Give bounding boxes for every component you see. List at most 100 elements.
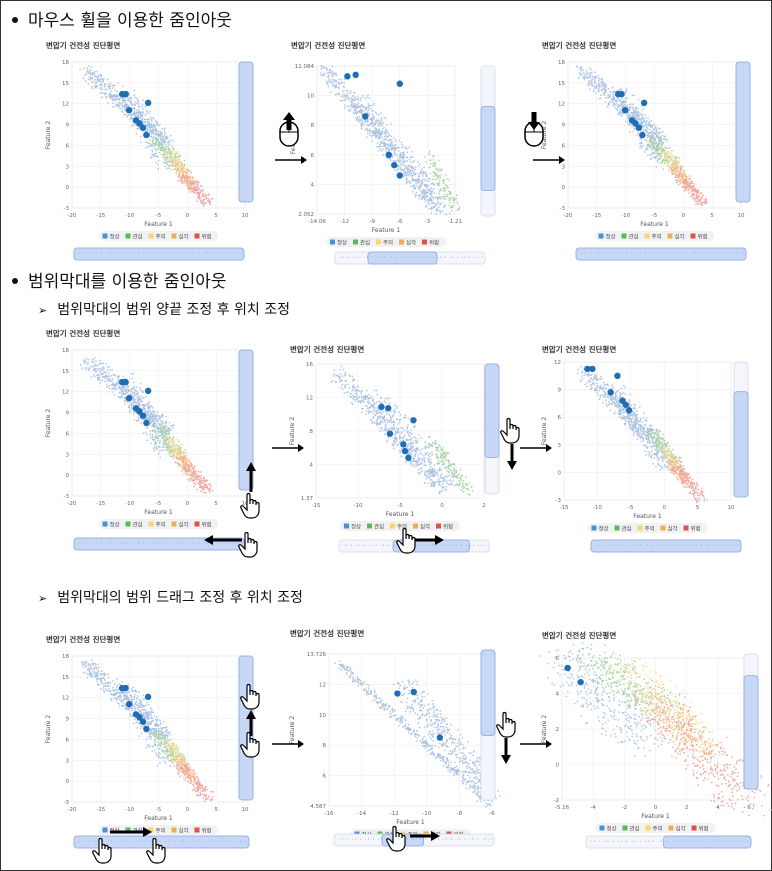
legend-label: 주의 bbox=[383, 240, 393, 247]
x-tick-label: -10 bbox=[354, 503, 363, 509]
y-tick-label: 3 bbox=[66, 164, 70, 170]
legend-label: 심각 bbox=[179, 233, 189, 241]
vertical-range-bar[interactable] bbox=[238, 61, 254, 203]
vertical-range-bar[interactable] bbox=[480, 65, 496, 217]
vertical-range-bar[interactable] bbox=[733, 361, 749, 498]
x-tick-label: 5 bbox=[214, 501, 218, 507]
x-tick-label: -10 bbox=[422, 811, 431, 817]
y-tick-label: 6 bbox=[311, 153, 315, 159]
x-tick-label: 10 bbox=[242, 213, 249, 219]
x-tick-label: -20 bbox=[68, 213, 77, 219]
vertical-range-bar[interactable] bbox=[480, 649, 496, 801]
legend-swatch bbox=[171, 233, 177, 239]
x-tick-label: -15 bbox=[560, 505, 569, 511]
y-tick-label: 6 bbox=[562, 143, 566, 149]
legend-label: 심각 bbox=[676, 825, 686, 833]
x-tick-label: 10 bbox=[728, 505, 735, 511]
x-tick-label: -5 bbox=[628, 505, 634, 511]
plot-area bbox=[71, 349, 246, 497]
y-tick-label: 15 bbox=[62, 369, 69, 375]
x-tick-label: -5.16 bbox=[555, 805, 570, 811]
y-tick-label: 6 bbox=[66, 431, 70, 437]
series-normal bbox=[334, 660, 493, 808]
subsection-title-drag: ➢ 범위막대의 범위 드래그 조정 후 위치 조정 bbox=[38, 590, 303, 606]
series-danger bbox=[668, 460, 708, 504]
horizontal-range-bar[interactable] bbox=[575, 247, 747, 261]
chart-panel: 변압기 건전성 진단평면 -15 -10 -5 0 5 10 12 9 6 3 0 -3 Feature … bbox=[541, 344, 749, 553]
x-tick-label: 2 bbox=[685, 805, 689, 811]
subsection-title-ends: ➢ 범위막대의 범위 양끝 조정 후 위치 조정 bbox=[38, 302, 290, 318]
horizontal-range-bar[interactable] bbox=[73, 835, 250, 849]
x-tick-label: -9 bbox=[369, 219, 375, 225]
x-axis-label: Feature 1 bbox=[386, 511, 415, 518]
legend-label: 정상 bbox=[607, 825, 617, 833]
x-tick-label: 10 bbox=[738, 213, 745, 219]
transition-arrow bbox=[520, 444, 552, 452]
legend-label: 관심 bbox=[133, 521, 143, 529]
y-tick-label: 3 bbox=[66, 758, 70, 764]
y-tick-label: 6 bbox=[558, 415, 562, 421]
y-tick-label: -3 bbox=[560, 206, 566, 212]
y-tick-label: 4 bbox=[311, 182, 315, 188]
y-tick-label: 2 bbox=[556, 727, 560, 733]
y-tick-label: 12 bbox=[319, 682, 326, 688]
chart-panel: 변압기 건전성 진단평면 -16 -14 -12 -10 -8 -6 13.726 12 10 8 6… bbox=[289, 628, 501, 847]
series-highlight bbox=[394, 688, 444, 741]
legend-swatch bbox=[367, 523, 372, 529]
x-tick-label: 0 bbox=[186, 501, 190, 507]
horizontal-range-bar[interactable] bbox=[334, 251, 486, 265]
transition-arrow bbox=[275, 156, 307, 164]
legend-label: 관심 bbox=[622, 525, 632, 533]
x-tick-label: -20 bbox=[564, 213, 573, 219]
horizontal-range-bar[interactable] bbox=[590, 539, 742, 553]
vertical-range-bar[interactable] bbox=[743, 653, 759, 790]
x-tick-label: -5 bbox=[397, 503, 403, 509]
legend-swatch bbox=[614, 525, 620, 531]
y-tick-label: 1.37 bbox=[301, 496, 314, 502]
vertical-range-bar[interactable] bbox=[735, 61, 751, 203]
vertical-range-bar[interactable] bbox=[484, 363, 500, 495]
grid bbox=[563, 361, 732, 501]
chart-panel: 변압기 건전성 진단평면 -20 -15 -10 -5 0 5 10 18 15 12 9 6 3 0 -3 F… bbox=[45, 328, 254, 551]
legend-label: 위험 bbox=[202, 521, 212, 529]
x-tick-label: -5 bbox=[156, 213, 162, 219]
range-selection bbox=[484, 363, 500, 458]
chart-panel: 변압기 건전성 진단평면 -20 -15 -10 -5 0 5 10 18 15 12 9 6 3 0 -3 F… bbox=[45, 40, 254, 261]
chart-panel: 변압기 건전성 진단평면 -14.06 -12 -9 -6 -3 -1.21 11.084 10… bbox=[290, 40, 496, 265]
horizontal-range-bar[interactable] bbox=[73, 247, 245, 261]
legend-swatch bbox=[102, 233, 108, 239]
vertical-range-bar[interactable] bbox=[238, 349, 254, 491]
chart-panel: 변압기 건전성 진단평면 -20 -15 -10 -5 0 5 10 18 15 12 9 6 3 0 -3 F… bbox=[541, 40, 751, 261]
series-interest bbox=[427, 435, 474, 496]
plot-area bbox=[563, 361, 732, 504]
y-axis-label: Feature 2 bbox=[45, 715, 52, 744]
grid bbox=[561, 657, 750, 801]
horizontal-range-bar[interactable] bbox=[73, 537, 245, 551]
legend-label: 관심 bbox=[133, 233, 143, 241]
horizontal-range-bar[interactable] bbox=[333, 833, 495, 847]
y-tick-label: 12 bbox=[558, 102, 565, 108]
legend-swatch bbox=[645, 825, 651, 831]
y-tick-label: -2 bbox=[554, 798, 559, 804]
pointer-hand-icon bbox=[240, 683, 260, 710]
horizontal-range-bar[interactable] bbox=[585, 835, 752, 849]
range-selection bbox=[238, 61, 254, 203]
chart-panel: 변압기 건전성 진단평면 -15 -10 -5 0 2 16 12 8 4 1.37 Feature … bbox=[289, 344, 500, 553]
range-selection bbox=[73, 537, 245, 551]
pointer-hand-icon bbox=[240, 731, 260, 758]
y-tick-label: 12 bbox=[306, 396, 313, 402]
x-tick-label: 0 bbox=[440, 503, 444, 509]
series-danger bbox=[174, 455, 214, 494]
legend-swatch bbox=[622, 825, 628, 831]
series-normal bbox=[81, 659, 172, 742]
x-axis-label: Feature 1 bbox=[641, 813, 670, 820]
y-tick-label: 10 bbox=[319, 713, 326, 719]
legend-swatch bbox=[376, 239, 381, 245]
legend-label: 심각 bbox=[179, 827, 189, 835]
range-selection bbox=[367, 251, 438, 265]
y-tick-label: 3 bbox=[558, 443, 562, 449]
x-tick-label: -8 bbox=[457, 811, 463, 817]
arrowhead-bullet-icon: ➢ bbox=[38, 592, 48, 605]
legend-label: 주의 bbox=[156, 234, 166, 241]
x-tick-label: -10 bbox=[593, 505, 602, 511]
